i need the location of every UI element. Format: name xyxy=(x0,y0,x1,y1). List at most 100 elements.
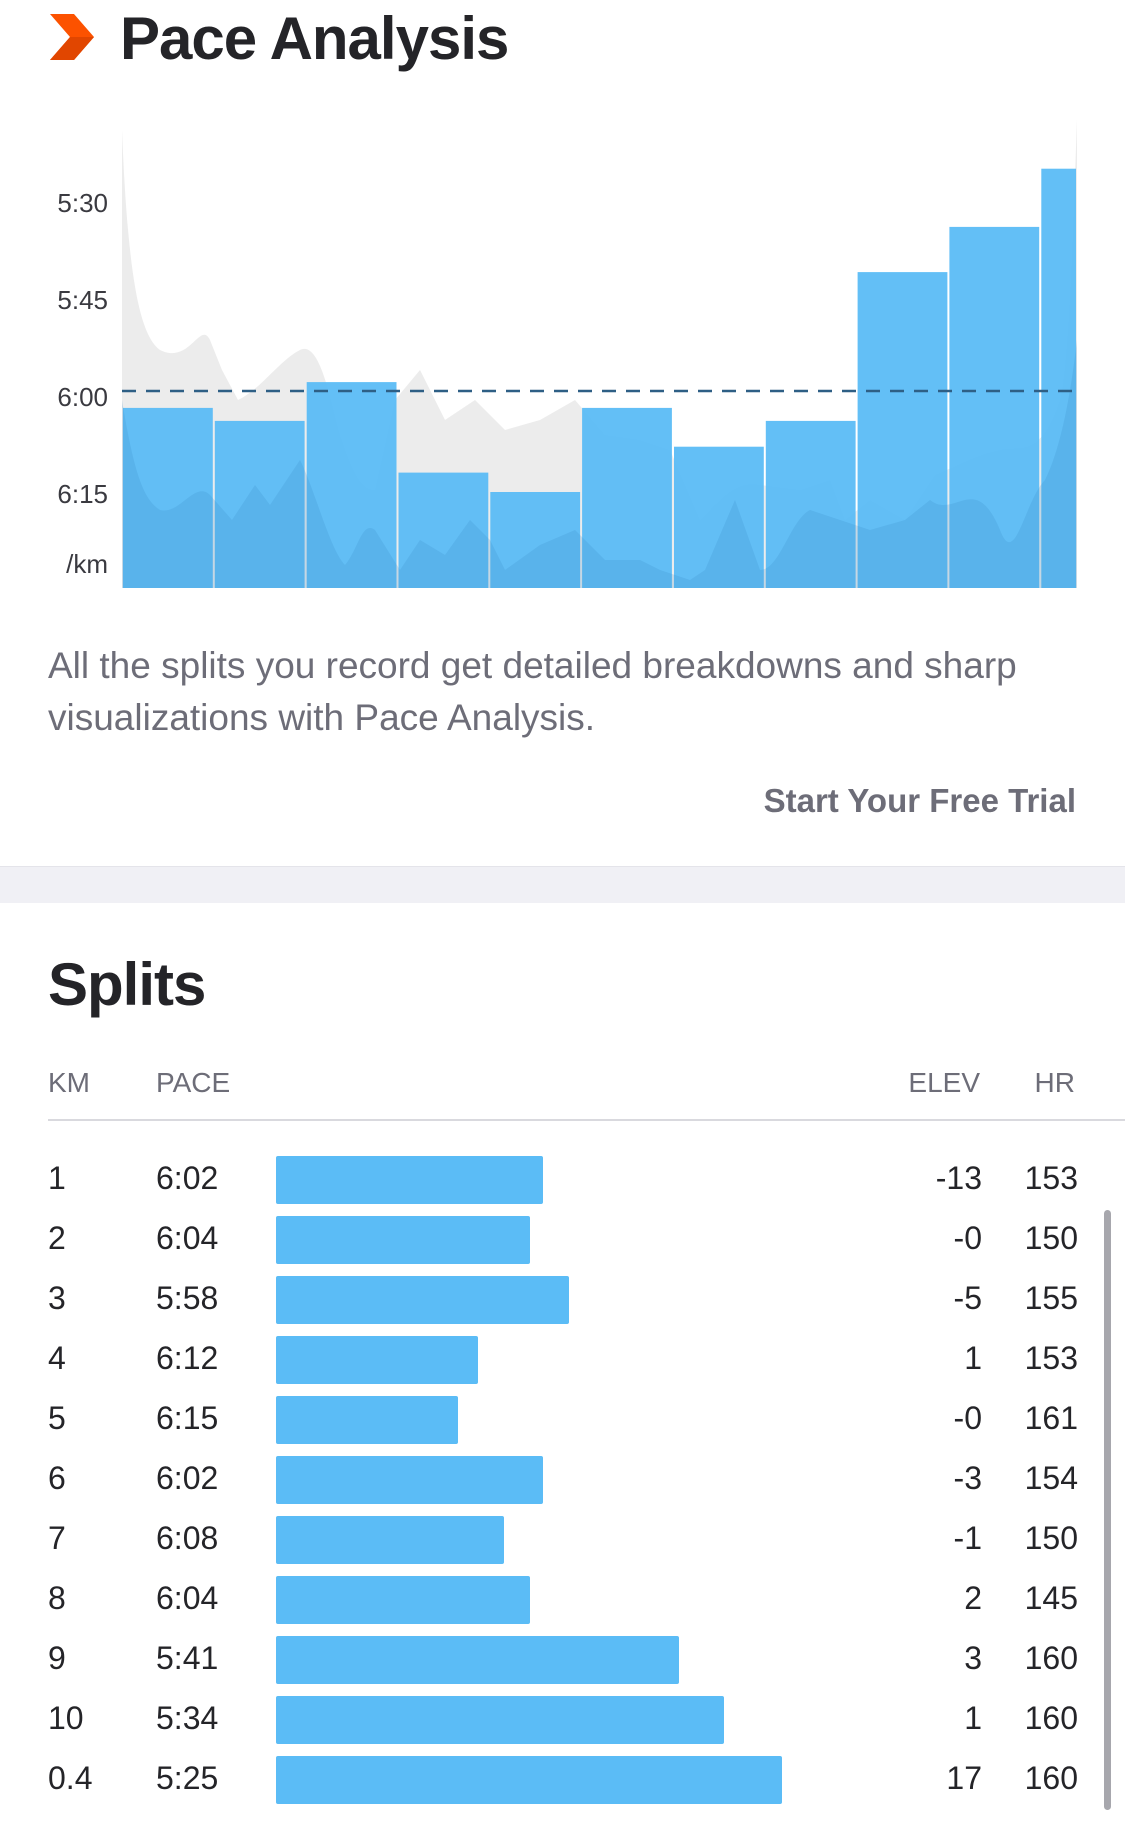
split-row: 3 5:58 -5 155 xyxy=(48,1270,1078,1330)
split-elev: -1 xyxy=(953,1520,982,1556)
y-tick-label: 6:15 xyxy=(57,479,108,509)
split-elev: -0 xyxy=(953,1400,982,1436)
splits-table-body: 1 6:02 -13 153 2 6:04 -0 150 3 5:58 -5 155 4 6:12 1 153… xyxy=(48,1150,1078,1810)
scrollbar[interactable] xyxy=(1104,1210,1111,1810)
pace-inner-area xyxy=(122,340,1077,588)
header-km: KM xyxy=(48,1067,90,1098)
split-elev: -5 xyxy=(953,1280,982,1316)
split-pace: 5:41 xyxy=(156,1640,219,1676)
split-hr: 161 xyxy=(1024,1400,1078,1436)
split-km: 8 xyxy=(48,1580,66,1616)
split-pace: 6:08 xyxy=(156,1520,219,1556)
pace-chart: 5:30 5:45 6:00 6:15/km xyxy=(0,100,1125,620)
split-pace: 5:25 xyxy=(156,1760,219,1796)
split-pace-bar-cell xyxy=(276,1396,876,1444)
split-hr: 160 xyxy=(1024,1760,1078,1796)
split-row: 0.4 5:25 17 160 xyxy=(48,1750,1078,1810)
split-hr: 145 xyxy=(1024,1580,1078,1616)
split-elev: -0 xyxy=(953,1220,982,1256)
split-row: 8 6:04 2 145 xyxy=(48,1570,1078,1630)
split-pace-bar xyxy=(276,1756,783,1804)
split-elev: -3 xyxy=(953,1460,982,1496)
split-elev: -13 xyxy=(935,1160,982,1196)
split-elev: 17 xyxy=(946,1760,982,1796)
section-divider xyxy=(0,866,1125,903)
pace-bar xyxy=(214,420,305,588)
split-hr: 150 xyxy=(1024,1520,1078,1556)
split-pace-bar xyxy=(276,1276,569,1324)
split-pace-bar xyxy=(276,1396,459,1444)
split-pace: 6:04 xyxy=(156,1220,219,1256)
split-km: 5 xyxy=(48,1400,66,1436)
split-km: 3 xyxy=(48,1280,66,1316)
split-pace-bar-cell xyxy=(276,1156,876,1204)
pace-bar xyxy=(949,226,1040,588)
chevron-right-icon xyxy=(50,14,94,60)
split-km: 7 xyxy=(48,1520,66,1556)
pace-bar xyxy=(582,407,672,588)
pace-analysis-description: All the splits you record get detailed b… xyxy=(48,645,1017,738)
split-pace-bar xyxy=(276,1576,530,1624)
split-km: 6 xyxy=(48,1460,66,1496)
split-pace-bar-cell xyxy=(276,1576,876,1624)
split-pace-bar xyxy=(276,1336,478,1384)
split-hr: 160 xyxy=(1024,1640,1078,1676)
split-pace-bar xyxy=(276,1216,530,1264)
split-pace-bar-cell xyxy=(276,1336,876,1384)
pace-bar xyxy=(398,472,489,588)
split-pace-bar-cell xyxy=(276,1456,876,1504)
split-km: 9 xyxy=(48,1640,66,1676)
split-hr: 154 xyxy=(1024,1460,1078,1496)
split-elev: 1 xyxy=(964,1340,982,1376)
split-pace-bar xyxy=(276,1636,679,1684)
split-row: 6 6:02 -3 154 xyxy=(48,1450,1078,1510)
split-row: 9 5:41 3 160 xyxy=(48,1630,1078,1690)
y-tick-label: 5:45 xyxy=(57,285,108,315)
header-pace: PACE xyxy=(156,1067,231,1098)
split-elev: 3 xyxy=(964,1640,982,1676)
page-title: Pace Analysis xyxy=(120,5,509,72)
split-pace-bar xyxy=(276,1516,504,1564)
split-pace-bar xyxy=(276,1696,725,1744)
header-hr: HR xyxy=(1034,1067,1075,1098)
split-pace-bar xyxy=(276,1456,543,1504)
split-elev: 2 xyxy=(964,1580,982,1616)
split-pace-bar-cell xyxy=(276,1216,876,1264)
pace-bar xyxy=(1041,168,1076,588)
pace-bar xyxy=(306,382,397,588)
splits-table-header: KM PACE ELEV HR xyxy=(48,1063,1125,1121)
pace-bar xyxy=(490,492,581,588)
split-pace-bar-cell xyxy=(276,1276,876,1324)
pace-bar xyxy=(765,420,856,588)
split-hr: 153 xyxy=(1024,1340,1078,1376)
start-free-trial-link[interactable]: Start Your Free Trial xyxy=(763,782,1076,819)
split-km: 10 xyxy=(48,1700,84,1736)
split-km: 1 xyxy=(48,1160,66,1196)
split-km: 2 xyxy=(48,1220,66,1256)
split-pace: 6:02 xyxy=(156,1460,219,1496)
pace-bar xyxy=(674,446,764,588)
y-tick-label: 5:30 xyxy=(57,188,108,218)
split-pace: 6:12 xyxy=(156,1340,219,1376)
splits-title: Splits xyxy=(48,951,206,1018)
split-pace: 6:15 xyxy=(156,1400,219,1436)
split-hr: 153 xyxy=(1024,1160,1078,1196)
pace-chart-svg: 5:30 5:45 6:00 6:15/km xyxy=(57,120,1077,588)
split-row: 1 6:02 -13 153 xyxy=(48,1150,1078,1210)
split-row: 2 6:04 -0 150 xyxy=(48,1210,1078,1270)
split-pace-bar-cell xyxy=(276,1756,876,1804)
split-elev: 1 xyxy=(964,1700,982,1736)
split-hr: 155 xyxy=(1024,1280,1078,1316)
split-pace: 5:34 xyxy=(156,1700,219,1736)
split-pace-bar-cell xyxy=(276,1636,876,1684)
split-pace: 6:04 xyxy=(156,1580,219,1616)
pace-bar xyxy=(123,407,213,588)
split-pace: 6:02 xyxy=(156,1160,219,1196)
split-row: 5 6:15 -0 161 xyxy=(48,1390,1078,1450)
y-axis-unit-label: /km xyxy=(66,549,108,579)
split-pace-bar-cell xyxy=(276,1696,876,1744)
split-km: 0.4 xyxy=(48,1760,93,1796)
split-hr: 150 xyxy=(1024,1220,1078,1256)
header: Pace Analysis xyxy=(0,0,1125,80)
split-km: 4 xyxy=(48,1340,66,1376)
